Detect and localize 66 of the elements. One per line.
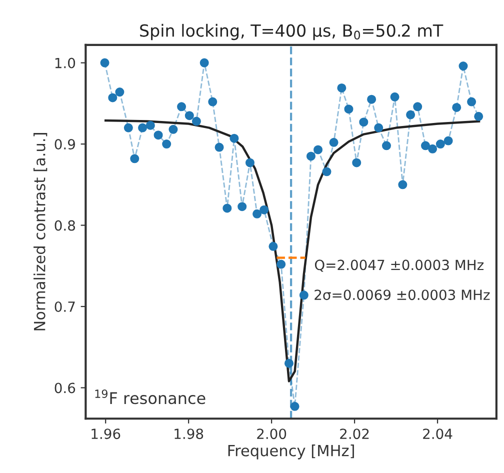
y-tick-label: 1.0 xyxy=(55,58,76,68)
point xyxy=(162,140,172,149)
point xyxy=(115,88,124,97)
annotation: Q=2.0047 ±0.0003 MHz xyxy=(314,260,484,272)
point xyxy=(398,180,408,190)
annotation: $^{19}$F resonance xyxy=(95,390,206,404)
point xyxy=(260,205,269,214)
point xyxy=(200,58,209,68)
point xyxy=(337,83,346,93)
point xyxy=(367,94,376,104)
point xyxy=(230,134,239,143)
point xyxy=(284,358,294,368)
point xyxy=(252,209,262,218)
point xyxy=(474,112,484,121)
y-tick-label: 0.9 xyxy=(54,139,75,150)
x-tick-label: 1.96 xyxy=(92,428,120,440)
point xyxy=(467,97,476,106)
point xyxy=(177,102,186,112)
point xyxy=(322,167,332,176)
y-axis-title: Normalized contrast [a.u.] xyxy=(34,133,48,330)
point xyxy=(314,145,323,154)
point xyxy=(452,102,462,112)
annotation: 2σ=0.0069 ±0.0003 MHz xyxy=(314,290,490,300)
y-tick-label: 0.7 xyxy=(54,301,75,312)
point xyxy=(130,154,140,164)
point xyxy=(458,62,468,71)
point xyxy=(192,116,201,126)
point xyxy=(344,104,354,114)
x-tick-label: 2.02 xyxy=(340,428,369,440)
point xyxy=(245,158,254,168)
point xyxy=(374,123,384,132)
point xyxy=(382,141,392,150)
x-tick-label: 1.98 xyxy=(174,428,204,440)
point xyxy=(238,202,247,212)
point xyxy=(420,141,430,150)
point xyxy=(436,140,445,149)
point xyxy=(222,204,232,213)
y-tick-label: 0.8 xyxy=(54,220,76,231)
x-tick-label: 2.00 xyxy=(257,428,286,440)
point xyxy=(390,92,400,102)
point xyxy=(413,102,422,112)
point xyxy=(184,111,194,120)
chart-title: Spin locking, T=400 μs, B$_{0}$=50.2 mT xyxy=(140,24,444,40)
point xyxy=(359,118,368,127)
point xyxy=(268,242,278,251)
point xyxy=(329,138,338,147)
point xyxy=(154,130,163,140)
point xyxy=(146,120,155,130)
point xyxy=(214,142,224,152)
x-axis-title: Frequency [MHz] xyxy=(228,444,354,460)
point xyxy=(168,124,178,134)
point xyxy=(299,290,308,300)
point xyxy=(100,58,110,68)
point xyxy=(276,260,286,269)
point xyxy=(108,93,118,102)
point xyxy=(352,158,362,168)
y-tick-label: 0.6 xyxy=(54,382,76,394)
point xyxy=(290,402,300,411)
point xyxy=(444,136,453,146)
point xyxy=(208,97,218,106)
point xyxy=(428,144,438,154)
point xyxy=(406,110,416,120)
x-tick-label: 2.04 xyxy=(423,428,452,440)
point xyxy=(138,123,148,132)
point xyxy=(124,123,133,132)
point xyxy=(306,152,316,161)
